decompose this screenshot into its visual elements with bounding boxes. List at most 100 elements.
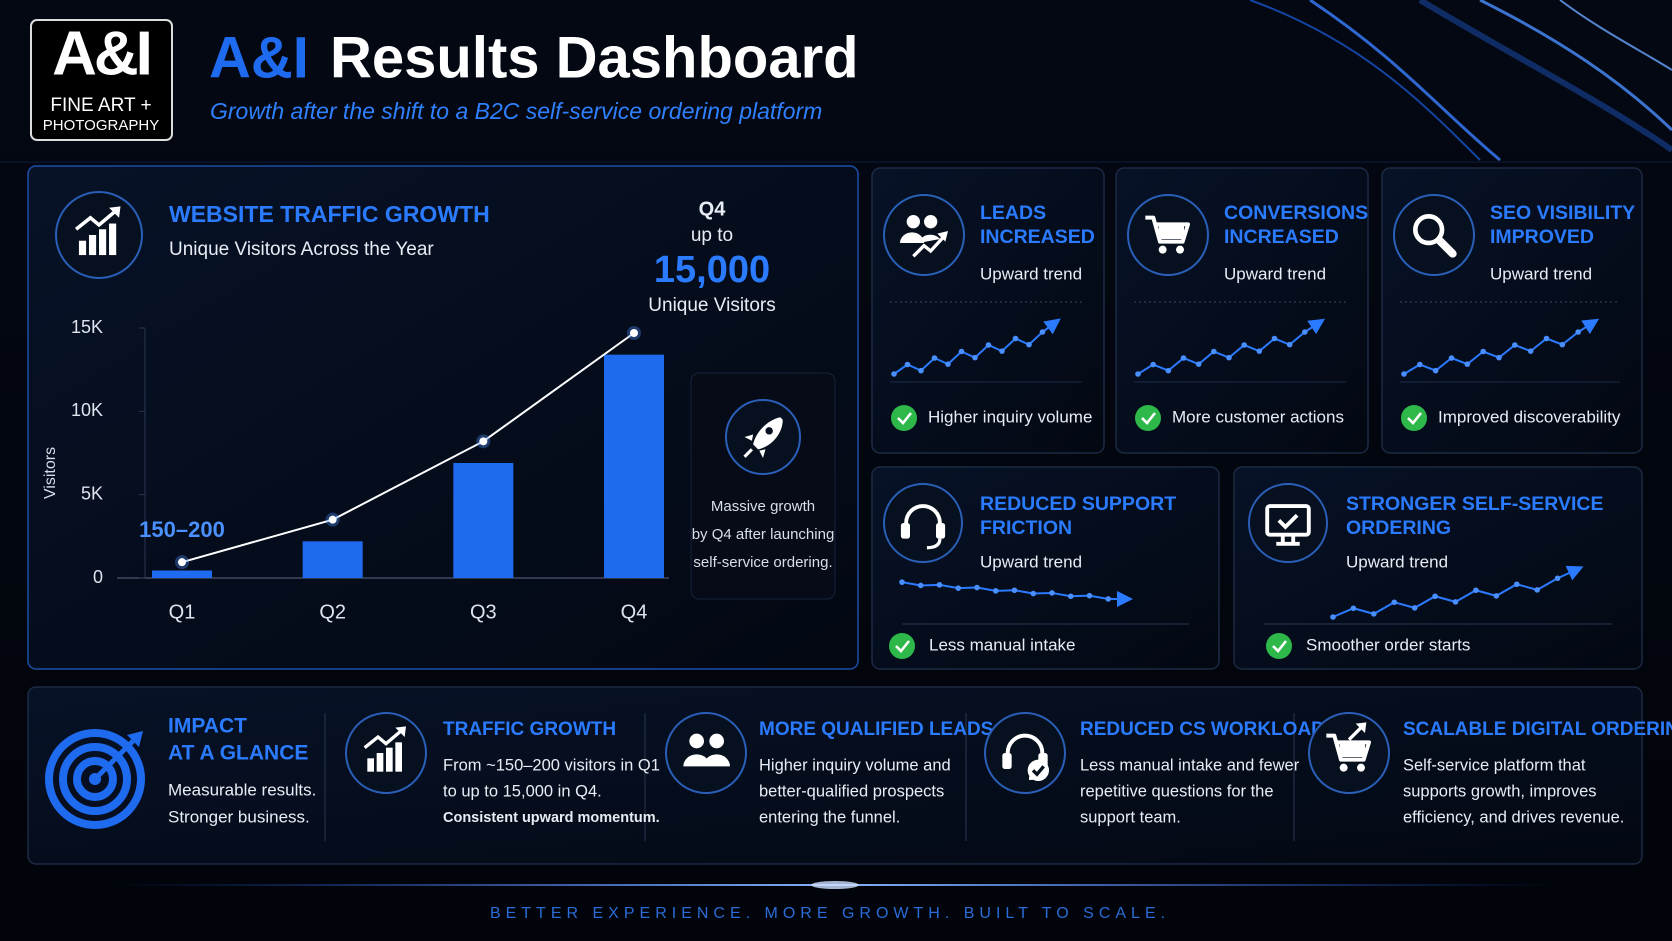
sparkline-dot <box>1256 348 1263 354</box>
icon-ring <box>665 712 747 794</box>
target-arrow <box>93 739 135 781</box>
icon-part <box>1339 763 1348 772</box>
card-result: Less manual intake <box>929 635 1075 654</box>
icon-part <box>1002 753 1012 769</box>
note-line: by Q4 after launching <box>692 526 835 543</box>
x-tick-label: Q1 <box>169 601 196 623</box>
sparkline-dot <box>1473 587 1479 594</box>
card-title: SEO VISIBILITY <box>1490 202 1635 224</box>
check-mark <box>1272 640 1288 653</box>
trend-point <box>479 437 488 446</box>
sparkline-dot <box>1432 593 1438 600</box>
icon-part <box>904 504 942 529</box>
card-title: CONVERSIONS <box>1224 202 1368 224</box>
sparkline-dot <box>1401 371 1407 377</box>
traffic-panel: WEBSITE TRAFFIC GROWTH Unique Visitors Ac… <box>27 165 859 670</box>
y-axis-label: Visitors <box>42 447 59 499</box>
icon-part <box>709 733 724 749</box>
icon-part <box>109 206 121 218</box>
target-fletch <box>127 731 143 747</box>
sparkline-dot <box>1165 367 1172 374</box>
icon-part <box>936 523 946 539</box>
icon-part <box>926 538 942 550</box>
card-title: INCREASED <box>980 226 1095 248</box>
icon-part <box>386 747 393 772</box>
sparkline-dot <box>931 355 938 361</box>
impact-item-line: repetitive questions for the <box>1080 782 1274 800</box>
header-streaks <box>1249 0 1672 162</box>
icon-glyph <box>900 215 948 258</box>
sparkline-dot <box>1575 329 1581 335</box>
icon <box>725 399 801 475</box>
sparkline-dot <box>999 348 1005 354</box>
sparkline-dot <box>1226 354 1232 361</box>
icon-part <box>765 427 773 435</box>
sparkline-dot <box>1527 348 1534 354</box>
sparkline-dot <box>1496 354 1502 361</box>
card-result: Improved discoverability <box>1438 407 1621 426</box>
card-title: IMPROVED <box>1490 226 1594 248</box>
impact-item-line: supports growth, improves <box>1403 782 1597 800</box>
sparkline-dot <box>1391 599 1398 606</box>
callout-value: 15,000 <box>654 249 770 291</box>
icon <box>1393 194 1475 276</box>
bar <box>152 570 212 578</box>
icon-part <box>363 727 405 749</box>
icon-part <box>1176 245 1184 254</box>
sparkline-dot <box>1411 605 1418 611</box>
impact-item-line: entering the funnel. <box>759 808 900 826</box>
impact-item-line: Self-service platform that <box>1403 756 1586 774</box>
sparkline-dot <box>1271 335 1278 342</box>
icon-part <box>99 229 107 256</box>
impact-item-title: REDUCED CS WORKLOAD <box>1080 719 1325 740</box>
impact-item-line: support team. <box>1080 808 1181 826</box>
card-trend: Upward trend <box>980 264 1082 283</box>
impact-item-title: TRAFFIC GROWTH <box>443 719 616 740</box>
icon-part <box>395 742 402 772</box>
note-line: Massive growth <box>711 498 815 515</box>
sparkline-dot <box>1417 361 1423 368</box>
icon-ring <box>883 194 965 276</box>
icon <box>55 191 143 279</box>
target-icon <box>45 729 145 829</box>
sparkline-dot <box>917 582 924 589</box>
sparkline-dot <box>1039 329 1046 335</box>
sparkline-dot <box>1448 355 1455 361</box>
impact-line: Stronger business. <box>168 807 310 826</box>
chart-title: WEBSITE TRAFFIC GROWTH <box>169 201 490 227</box>
impact-item-line: efficiency, and drives revenue. <box>1403 808 1624 826</box>
sparkline-dot <box>972 354 978 361</box>
check-badge <box>889 633 915 659</box>
icon-part <box>376 753 384 772</box>
bar <box>302 541 363 578</box>
icon-part <box>395 726 406 737</box>
logo-mark: A&I <box>52 19 150 88</box>
callout-period: Q4 <box>699 198 727 220</box>
icon-glyph <box>1145 215 1191 254</box>
card-trend: Upward trend <box>1224 264 1326 283</box>
icon-glyph <box>743 417 783 458</box>
title-accent: A&I <box>209 25 309 90</box>
impact-item-title: SCALABLE DIGITAL ORDERING <box>1403 719 1672 740</box>
icon-glyph <box>363 726 406 772</box>
x-tick-label: Q3 <box>470 601 497 623</box>
logo-frame <box>30 19 173 141</box>
icon-part <box>900 523 910 539</box>
icon-part <box>743 448 753 458</box>
icon-part <box>109 223 117 256</box>
trend-point <box>630 329 638 337</box>
sparkline-dot <box>1432 367 1439 374</box>
icon-part <box>1347 725 1364 741</box>
title: Results Dashboard <box>330 25 859 90</box>
icon-part <box>1031 765 1045 777</box>
card-result: More customer actions <box>1172 407 1344 426</box>
icon <box>1248 483 1328 563</box>
icon-glyph <box>1002 733 1049 781</box>
sparkline-dot <box>899 579 905 585</box>
sparkline-dot <box>955 585 962 591</box>
sparkline-dot <box>1012 335 1019 342</box>
y-tick-label: 5K <box>81 483 103 503</box>
